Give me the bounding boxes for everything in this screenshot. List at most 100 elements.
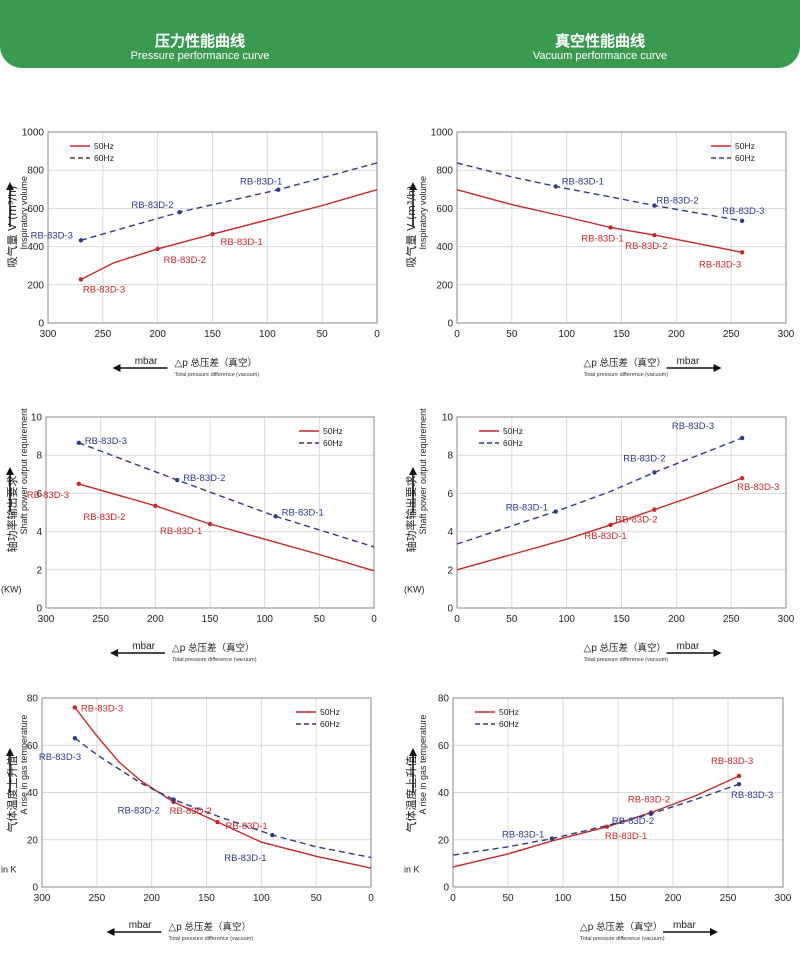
data-point	[652, 507, 657, 512]
x-tick-label: 300	[775, 893, 792, 904]
data-point	[739, 218, 745, 224]
y-tick-label: 800	[27, 166, 44, 177]
series-line-50Hz	[74, 707, 372, 869]
x-axis-label-en: Total pressure difference (vacuum)	[169, 936, 254, 942]
legend-label: 50Hz	[94, 141, 114, 151]
data-point	[78, 277, 84, 282]
x-tick-label: 200	[149, 329, 166, 340]
y-tick-label: 0	[447, 604, 453, 615]
point-label: RB-83D-2	[615, 515, 657, 526]
point-label: RB-83D-3	[31, 230, 73, 241]
y-axis-label-en: Shaft power output requirement	[418, 408, 428, 535]
data-point	[72, 705, 78, 710]
y-tick-label: 0	[38, 319, 44, 330]
y-axis-unit: (KW)	[404, 585, 425, 595]
data-point	[739, 475, 745, 481]
x-tick-label: 150	[204, 329, 221, 340]
x-tick-label: 150	[613, 329, 630, 340]
point-label: RB-83D-3	[672, 421, 714, 432]
x-axis-label-cn: 总压差（真空）	[596, 921, 663, 933]
x-tick-label: 150	[198, 893, 215, 904]
legend-label: 50Hz	[320, 707, 340, 717]
point-label: RB-83D-3	[81, 703, 123, 714]
x-delta: △p	[584, 358, 598, 369]
x-tick-label: 250	[88, 893, 105, 904]
x-arrow-head	[110, 649, 118, 657]
x-tick-label: 100	[253, 893, 270, 904]
x-tick-label: 300	[778, 329, 795, 340]
x-tick-label: 250	[720, 893, 737, 904]
x-delta: △p	[175, 358, 189, 369]
x-axis-label-cn: 总压差（真空）	[191, 357, 258, 369]
data-point	[210, 231, 215, 237]
series-line-60Hz	[78, 442, 375, 548]
point-label: RB-83D-1	[502, 830, 544, 841]
point-label: RB-83D-3	[83, 284, 125, 295]
y-tick-label: 200	[436, 280, 453, 291]
y-tick-label: 400	[436, 242, 453, 253]
x-tick-label: 250	[94, 329, 111, 340]
series-line-60Hz	[452, 783, 740, 856]
x-axis-label-en: Total pressure difference (vacuum)	[175, 372, 260, 378]
chart-vacuum-temperature: 0 50 100 150 200 250 300 0 20 40 60 80 RB-83D-1 RB-83…	[404, 694, 792, 943]
y-axis-label-en: A rise in gas temperature	[418, 714, 428, 814]
point-label: RB-83D-1	[506, 503, 548, 514]
x-delta: △p	[172, 643, 186, 654]
x-delta: △p	[584, 643, 598, 654]
legend-label: 50Hz	[735, 141, 755, 151]
point-label: RB-83D-2	[612, 816, 654, 827]
x-tick-label: 50	[506, 614, 518, 625]
series-line-50Hz	[80, 189, 378, 281]
y-tick-label: 1000	[22, 128, 45, 139]
x-tick-label: 150	[202, 614, 219, 625]
pressure-title-en: Pressure performance curve	[130, 50, 270, 62]
y-tick-label: 4	[36, 527, 42, 538]
x-axis-label-cn: 总压差（真空）	[185, 921, 252, 933]
point-label: RB-83D-1	[282, 507, 324, 518]
data-point	[171, 797, 176, 802]
y-arrow-head	[6, 467, 14, 475]
y-axis-label-cn: 气体温度上升值	[5, 756, 19, 833]
legend-label: 50Hz	[323, 426, 343, 436]
y-axis-label-cn: 轴功率输出要求	[404, 476, 418, 553]
x-tick-label: 50	[502, 893, 514, 904]
legend-label: 60Hz	[94, 153, 114, 163]
x-axis-label-en: Total pressure difference (vacuum)	[172, 657, 257, 663]
y-axis-label-en: A rise in gas temperature	[19, 714, 29, 814]
x-tick-label: 200	[668, 329, 685, 340]
series-line-50Hz	[456, 477, 743, 571]
y-tick-label: 6	[36, 489, 42, 500]
x-tick-label: 200	[665, 893, 682, 904]
point-label: RB-83D-2	[170, 806, 212, 817]
plot-frame	[41, 697, 372, 888]
y-axis-label-cn: 吸气量 V (m³/h)	[404, 186, 418, 268]
x-arrow-head	[713, 364, 722, 372]
series-line-60Hz	[456, 437, 743, 545]
x-axis-label-en: Total pressure difference (vacuum)	[580, 936, 665, 942]
pressure-title-cn: 压力性能曲线	[154, 32, 245, 50]
x-tick-label: 50	[317, 329, 329, 340]
x-tick-label: 150	[610, 893, 627, 904]
y-tick-label: 40	[27, 788, 39, 799]
data-point	[736, 773, 742, 779]
x-tick-label: 100	[259, 329, 276, 340]
data-point	[736, 782, 742, 787]
data-point	[155, 246, 160, 252]
point-label: RB-83D-2	[131, 200, 173, 211]
data-point	[739, 435, 745, 441]
data-point	[608, 522, 613, 528]
y-tick-label: 20	[27, 835, 39, 846]
x-tick-label: 250	[723, 614, 740, 625]
x-tick-label: 0	[454, 614, 460, 625]
x-unit: mbar	[132, 641, 155, 652]
vacuum-title-cn: 真空性能曲线	[554, 32, 645, 50]
x-axis-label-en: Total pressure difference (vacuum)	[584, 657, 669, 663]
y-tick-label: 2	[36, 565, 42, 576]
data-point	[153, 503, 158, 509]
x-arrow-head	[112, 364, 121, 372]
y-arrow-head	[6, 182, 14, 190]
y-tick-label: 20	[438, 835, 450, 846]
series-line-60Hz	[74, 737, 372, 859]
x-arrow-head	[106, 928, 115, 936]
